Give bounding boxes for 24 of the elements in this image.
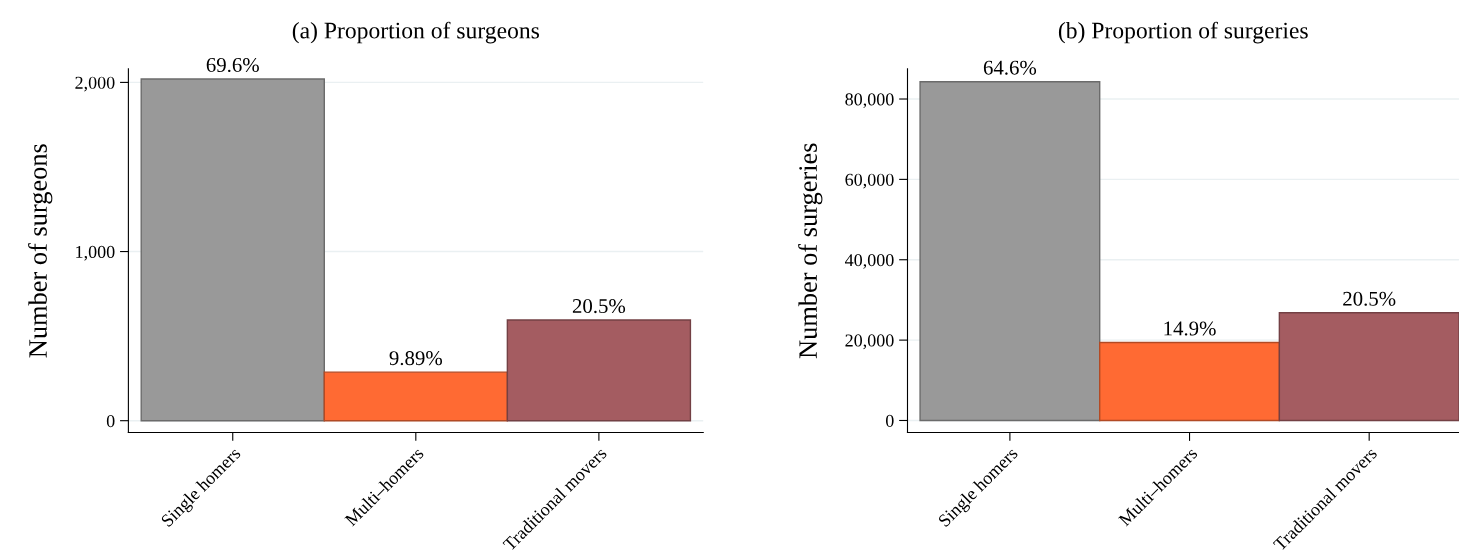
annotation: 20.5% [572,298,626,314]
y-tick-label: 0 [885,414,894,427]
y-axis-title: Number of surgeons [28,144,53,358]
y-tick-label: 60,000 [845,173,894,189]
bar [1099,341,1281,422]
annotation: 64.6% [983,60,1037,75]
y-tick-label: 20,000 [845,334,894,350]
bar [506,319,692,422]
bar [140,78,325,422]
y-tick-label: 0 [106,414,115,428]
annotation: 14.9% [1164,321,1216,336]
annotation: 69.6% [206,57,259,73]
bar [323,371,509,422]
annotation: 20.5% [1343,291,1396,306]
bar [919,81,1101,422]
y-tick-label: 1,000 [76,245,115,261]
y-tick-label: 80,000 [845,93,894,109]
y-axis-title: Number of surgeries [798,143,823,359]
bar [1278,312,1459,422]
chart-title: (b) Proportion of surgeries [1058,21,1308,44]
y-tick-label: 40,000 [845,254,894,269]
chart-title: (a) Proportion of surgeons [292,21,540,44]
annotation: 9.89% [389,351,443,366]
y-tick-label: 2,000 [75,76,115,92]
